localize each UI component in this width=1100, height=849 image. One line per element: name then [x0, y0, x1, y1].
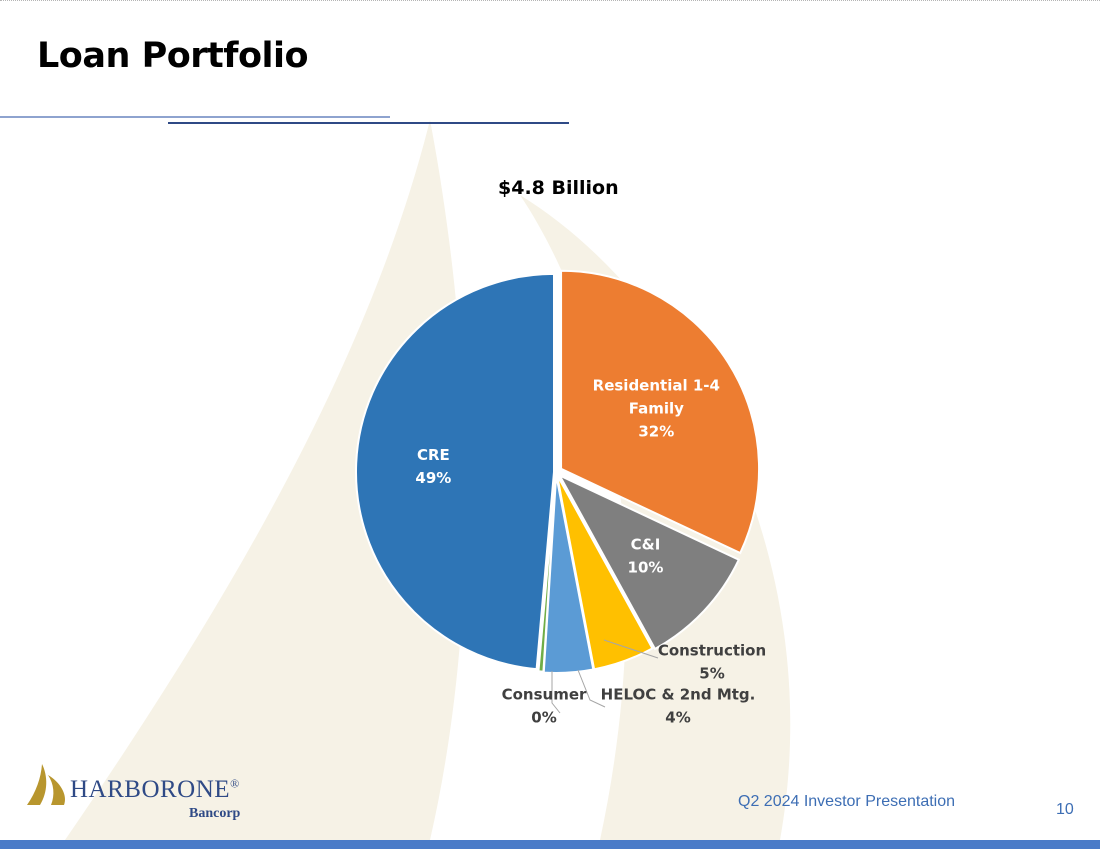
- pie-slice-candi: [557, 473, 741, 651]
- pie-slice-cre: [355, 272, 556, 671]
- logo-name: HARBORONE: [70, 776, 231, 803]
- page-number: 10: [1056, 801, 1074, 818]
- harborone-logo: HARBORONE® Bancorp: [26, 762, 286, 832]
- logo-subtitle: Bancorp: [189, 806, 241, 821]
- pie-slice-residential-1-4-family: [560, 269, 760, 555]
- logo-registered: ®: [230, 776, 240, 791]
- title-rule-light: [0, 116, 390, 118]
- leader-line-consumer: [551, 671, 561, 714]
- title-rule-dark: [168, 122, 569, 124]
- data-label-consumer: Consumer 0%: [502, 686, 587, 727]
- page-title: Loan Portfolio: [37, 36, 309, 76]
- leader-line-construction: [603, 639, 659, 659]
- data-label-residential-1-4-family: Residential 1-4 Family 32%: [593, 376, 720, 440]
- logo-sail-icon: [27, 764, 66, 805]
- right-sail-shape: [520, 195, 791, 840]
- data-label-construction: Construction 5%: [658, 642, 766, 683]
- logo-wordmark: HARBORONE®: [70, 776, 240, 804]
- bottom-bar: [0, 840, 1100, 849]
- footer-presentation-name: Q2 2024 Investor Presentation: [738, 793, 956, 810]
- chart-title: $4.8 Billion: [498, 177, 619, 199]
- top-dotted-border: [0, 0, 1100, 1]
- data-label-heloc-and-2nd-mtg: HELOC & 2nd Mtg. 4%: [601, 686, 756, 727]
- data-label-candi: C&I 10%: [628, 536, 664, 577]
- left-sail-shape: [65, 120, 466, 840]
- pie-slice-consumer: [537, 473, 557, 673]
- leader-line-heloc-and-2nd-mtg: [577, 669, 606, 708]
- data-label-cre: CRE 49%: [415, 446, 451, 487]
